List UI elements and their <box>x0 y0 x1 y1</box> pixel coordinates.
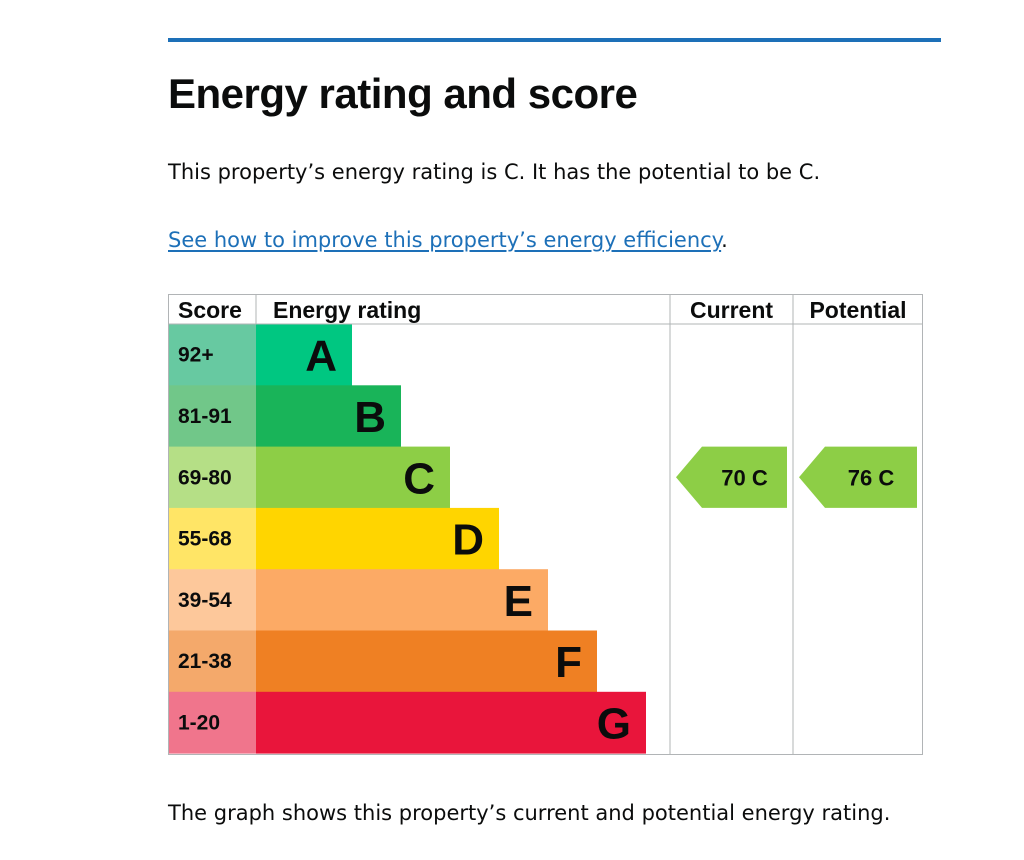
score-range-label: 1-20 <box>178 711 220 734</box>
rating-letter: G <box>597 699 631 748</box>
score-range-label: 21-38 <box>178 650 232 673</box>
score-range-label: 92+ <box>178 344 214 367</box>
improve-efficiency-link[interactable]: See how to improve this property’s energ… <box>168 228 722 252</box>
score-cell-c <box>168 446 256 509</box>
current-rating-arrow <box>676 446 787 508</box>
score-cell-f <box>168 630 256 693</box>
score-cell-a <box>168 324 256 386</box>
rating-letter: B <box>354 393 386 442</box>
improve-link-paragraph: See how to improve this property’s energ… <box>168 228 728 252</box>
rating-letter: A <box>305 332 337 381</box>
rating-letter: F <box>555 638 582 687</box>
score-range-label: 81-91 <box>178 405 232 428</box>
rating-letter: C <box>403 454 435 503</box>
score-range-label: 55-68 <box>178 528 232 551</box>
potential-rating-arrow <box>799 446 917 508</box>
rating-bar-e <box>256 569 548 631</box>
link-suffix: . <box>721 228 728 252</box>
rating-bar-b <box>256 385 401 448</box>
header-energy-rating: Energy rating <box>273 297 421 323</box>
rating-bar-f <box>256 630 597 693</box>
energy-rating-graph: 92+ A 81-91 B 69-80 C 55-68 D 39-54 E 21-38 F 1-20 G S… <box>168 294 923 755</box>
score-cell-b <box>168 385 256 448</box>
header-current: Current <box>690 297 773 323</box>
score-cell-d <box>168 507 256 570</box>
score-cell-e <box>168 569 256 631</box>
section-top-border <box>168 38 941 42</box>
rating-letter: D <box>452 516 484 565</box>
header-potential: Potential <box>809 297 906 323</box>
page-title: Energy rating and score <box>168 70 638 117</box>
score-range-label: 69-80 <box>178 466 232 489</box>
chart-border <box>168 294 923 755</box>
graph-description: The graph shows this property’s current … <box>168 801 891 825</box>
rating-bar-d <box>256 507 499 570</box>
score-cell-g <box>168 691 256 754</box>
rating-summary: This property’s energy rating is C. It h… <box>168 160 821 184</box>
potential-rating-label: 76 C <box>848 465 895 490</box>
rating-bar-g <box>256 691 646 754</box>
current-rating-label: 70 C <box>721 465 768 490</box>
rating-bar-a <box>256 324 352 386</box>
score-range-label: 39-54 <box>178 589 232 612</box>
header-score: Score <box>178 297 242 323</box>
rating-letter: E <box>504 577 533 626</box>
energy-rating-chart: 92+ A 81-91 B 69-80 C 55-68 D 39-54 E 21-38 F 1-20 G S… <box>168 294 923 755</box>
rating-bar-c <box>256 446 450 509</box>
